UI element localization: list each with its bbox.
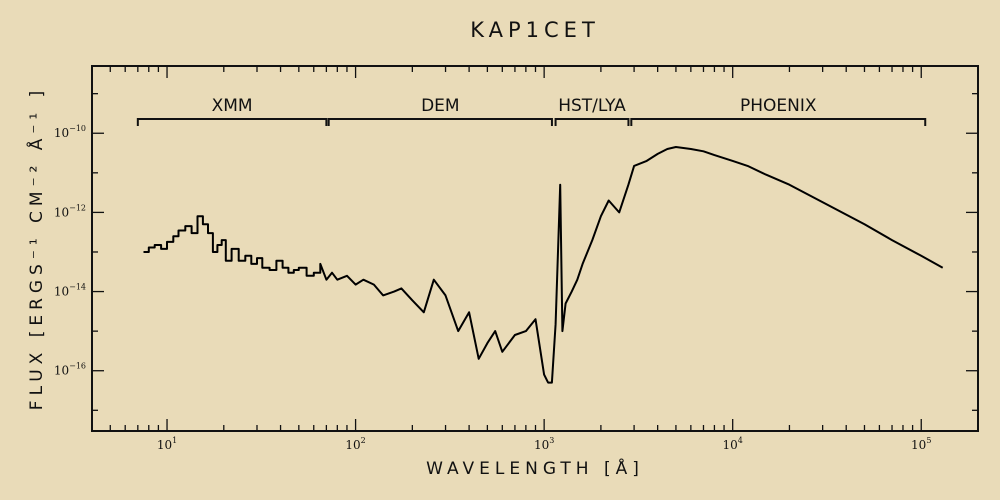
x-axis-label: WAVELENGTH [Å] [426, 457, 644, 479]
y-tick-label: 10−12 [54, 203, 86, 219]
series-layer [143, 146, 944, 384]
x-tick-label: 102 [345, 436, 365, 452]
x-tick-label: 101 [157, 436, 177, 452]
region-bracket [136, 118, 328, 126]
x-tick-label: 105 [911, 436, 931, 452]
region-label: XMM [212, 96, 253, 116]
chart-title: KAP1CET [470, 18, 600, 42]
region-label: DEM [421, 96, 460, 116]
region-label: PHOENIX [740, 96, 817, 116]
region-bracket [327, 118, 553, 126]
ticks-layer: 101 102 103 104 105 10−16 10−14 10−12 10−10 [54, 66, 979, 452]
x-tick-label: 103 [534, 436, 554, 452]
region-bracket [630, 118, 927, 126]
x-tick-label: 104 [723, 436, 743, 452]
y-tick-label: 10−14 [54, 283, 86, 299]
region-label: HST/LYA [558, 96, 626, 116]
y-axis-label: FLUX [ERGS⁻¹ CM⁻² Å⁻¹ ] [25, 86, 47, 410]
regions-layer: XMM DEM HST/LYA PHOENIX [136, 96, 927, 126]
spectrum-series-line [143, 146, 944, 384]
y-tick-label: 10−10 [54, 124, 86, 140]
region-bracket [554, 118, 630, 126]
y-tick-label: 10−16 [54, 362, 86, 378]
